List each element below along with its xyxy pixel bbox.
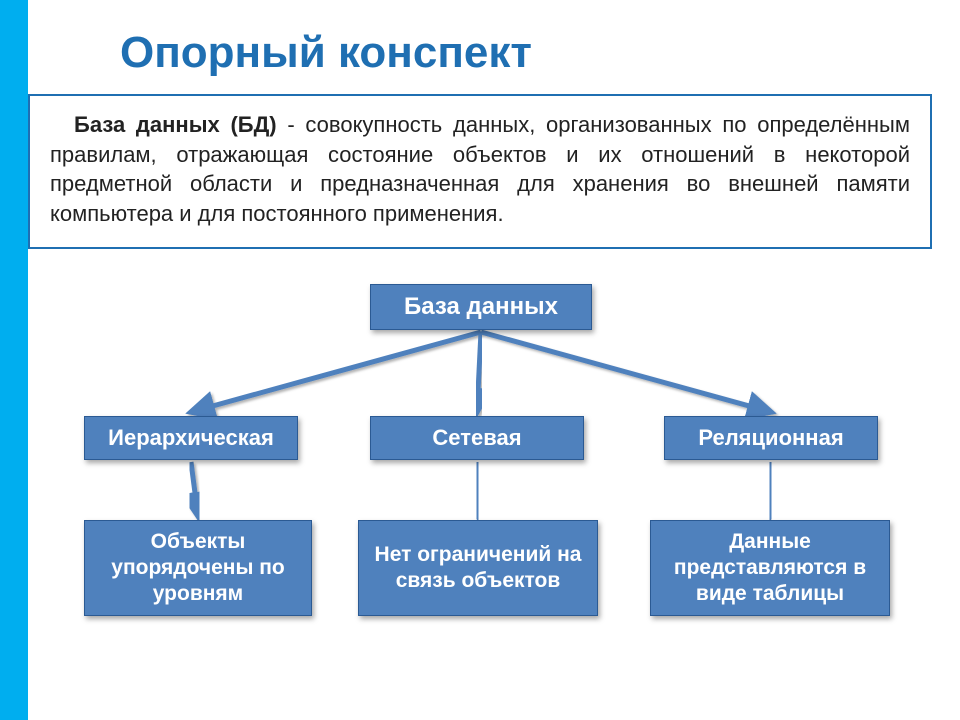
- node-hierarchical: Иерархическая: [84, 416, 298, 460]
- definition-term: База данных (БД): [74, 112, 277, 137]
- node-relational: Реляционная: [664, 416, 878, 460]
- node-root: База данных: [370, 284, 592, 330]
- left-stripe: [0, 0, 28, 720]
- node-network: Сетевая: [370, 416, 584, 460]
- page-title: Опорный конспект: [120, 28, 532, 78]
- leaf-network: Нет ограничений на связь объектов: [358, 520, 598, 616]
- leaf-relational: Данные представляются в виде таблицы: [650, 520, 890, 616]
- leaf-hierarchical: Объекты упорядочены по уровням: [84, 520, 312, 616]
- definition-box: База данных (БД) - совокупность данных, …: [28, 94, 932, 249]
